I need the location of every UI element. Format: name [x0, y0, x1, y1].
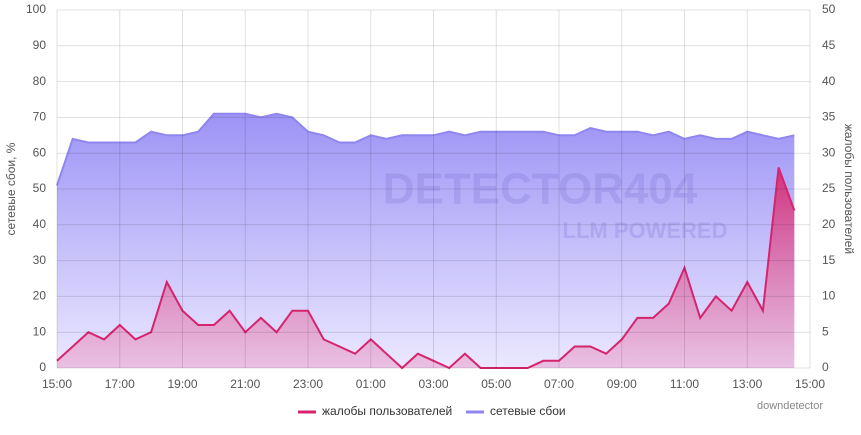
- y2-tick-label: 50: [822, 2, 836, 16]
- y2-tick-label: 0: [822, 360, 829, 374]
- x-tick-label: 11:00: [670, 377, 699, 391]
- x-tick-label: 03:00: [418, 377, 448, 391]
- y-tick-label: 100: [26, 2, 46, 16]
- y2-tick-label: 35: [822, 110, 836, 124]
- y2-tick-label: 20: [822, 217, 836, 231]
- x-tick-label: 15:00: [795, 377, 825, 391]
- x-tick-label: 09:00: [607, 377, 637, 391]
- y-tick-label: 70: [33, 110, 47, 124]
- y-tick-label: 40: [33, 217, 47, 231]
- y2-tick-label: 10: [822, 289, 836, 303]
- watermark-title: DETECTOR404: [383, 165, 698, 214]
- y2-tick-label: 25: [822, 181, 836, 195]
- x-tick-label: 07:00: [544, 377, 574, 391]
- area: [57, 113, 795, 368]
- x-tick-label: 01:00: [356, 377, 386, 391]
- y2-tick-label: 15: [822, 253, 836, 267]
- x-tick-label: 21:00: [230, 377, 260, 391]
- source: downdetector: [757, 400, 823, 412]
- y2-axis-label: жалобы пользователей: [842, 124, 856, 254]
- y-tick-label: 90: [33, 38, 47, 52]
- x-tick-label: 19:00: [167, 377, 197, 391]
- y-tick-label: 20: [33, 289, 47, 303]
- x-tick-label: 23:00: [293, 377, 323, 391]
- legend-label: жалобы пользователей: [322, 404, 452, 418]
- y-tick-label: 50: [33, 181, 47, 195]
- x-tick-label: 17:00: [105, 377, 135, 391]
- x-tick-label: 13:00: [732, 377, 762, 391]
- area: [57, 167, 795, 368]
- y2-tick-label: 40: [822, 74, 836, 88]
- series-line: [56, 112, 795, 186]
- y-tick-label: 10: [33, 324, 47, 338]
- legend-label: сетевые сбои: [490, 404, 566, 418]
- y2-tick-label: 30: [822, 145, 836, 159]
- y-tick-label: 0: [39, 360, 46, 374]
- x-tick-label: 15:00: [42, 377, 72, 391]
- series-line: [56, 167, 796, 370]
- y-tick-label: 80: [33, 74, 47, 88]
- y-tick-label: 30: [33, 253, 47, 267]
- y2-tick-label: 5: [822, 324, 829, 338]
- y2-tick-label: 45: [822, 38, 836, 52]
- x-tick-label: 05:00: [481, 377, 511, 391]
- watermark-subtitle: LLM POWERED: [563, 218, 728, 243]
- y-tick-label: 60: [33, 145, 47, 159]
- y-axis-label: сетевые сбои, %: [4, 142, 18, 235]
